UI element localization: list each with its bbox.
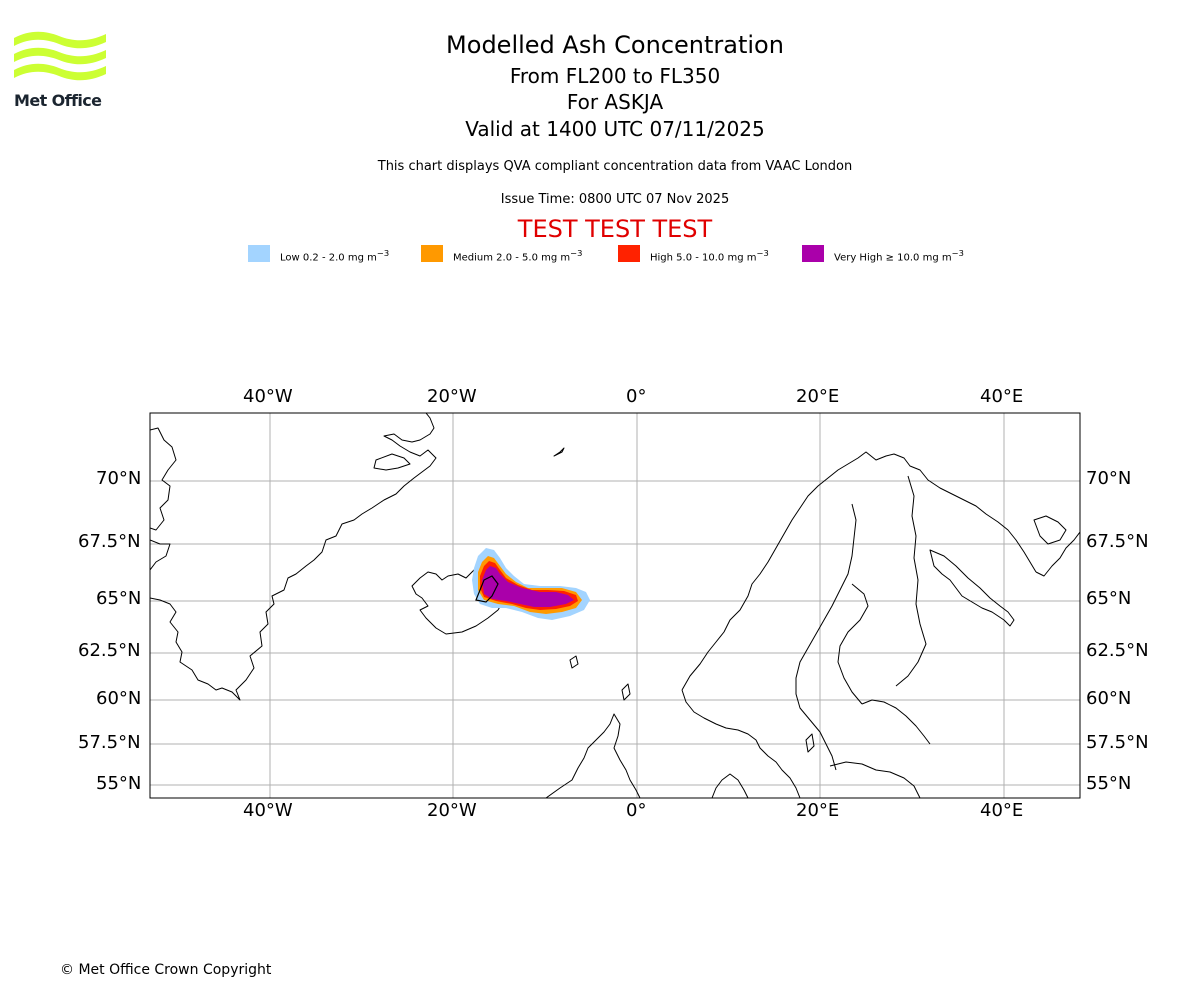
norway-south — [681, 689, 801, 798]
lon-tick-top: 0° — [626, 386, 647, 407]
volcano-name: For ASKJA — [566, 90, 664, 114]
met-office-logo: Met Office — [14, 30, 109, 112]
gridlines — [150, 413, 1080, 798]
uk-coast — [545, 713, 641, 798]
lat-tick-right: 67.5°N — [1086, 531, 1149, 552]
finland-coast — [861, 699, 931, 745]
lon-tick-top: 40°W — [243, 386, 293, 407]
lat-tick-left: 65°N — [96, 588, 142, 609]
greenland-fjord — [373, 453, 411, 471]
russia-coast-2 — [1033, 515, 1067, 545]
faroe-islands — [569, 655, 579, 669]
lon-tick-top: 40°E — [980, 386, 1024, 407]
legend-swatch-medium — [421, 245, 443, 262]
chart-title: Modelled Ash Concentration — [446, 31, 784, 59]
lon-tick-bottom: 40°W — [243, 800, 293, 821]
legend-swatch-low — [248, 245, 270, 262]
baltic-states — [829, 761, 921, 798]
legend-label-very-high: Very High ≥ 10.0 mg m−3 — [834, 248, 964, 264]
sweden-coast — [795, 503, 857, 771]
coastlines — [150, 413, 1080, 798]
lat-tick-left: 70°N — [96, 468, 142, 489]
flight-levels: From FL200 to FL350 — [509, 64, 721, 88]
finland-border — [895, 475, 927, 687]
gulf-of-bothnia — [837, 583, 869, 705]
chart-description: This chart displays QVA compliant concen… — [377, 159, 853, 174]
lon-tick-bottom: 40°E — [980, 800, 1024, 821]
legend-label-medium: Medium 2.0 - 5.0 mg m−3 — [453, 248, 583, 264]
ash-very-high — [482, 566, 574, 607]
lon-tick-top: 20°W — [427, 386, 477, 407]
valid-time: Valid at 1400 UTC 07/11/2025 — [465, 117, 765, 141]
legend-label-high: High 5.0 - 10.0 mg m−3 — [650, 248, 769, 264]
lat-tick-left: 57.5°N — [78, 732, 141, 753]
lat-tick-left: 55°N — [96, 773, 142, 794]
issue-time: Issue Time: 0800 UTC 07 Nov 2025 — [500, 192, 730, 207]
russia-coast — [1035, 531, 1080, 577]
lon-tick-bottom: 20°W — [427, 800, 477, 821]
lat-tick-left: 60°N — [96, 688, 142, 709]
legend-label-low: Low 0.2 - 2.0 mg m−3 — [280, 248, 390, 264]
lat-tick-right: 65°N — [1086, 588, 1132, 609]
lon-tick-top: 20°E — [796, 386, 840, 407]
lat-tick-right: 55°N — [1086, 773, 1132, 794]
test-banner: TEST TEST TEST — [517, 215, 713, 243]
legend-swatch-very-high — [802, 245, 824, 262]
legend-swatch-high — [618, 245, 640, 262]
greenland-coast — [150, 413, 437, 701]
map-frame — [149, 412, 1081, 799]
lat-tick-right: 60°N — [1086, 688, 1132, 709]
met-office-wave-icon — [14, 31, 106, 81]
lat-tick-right: 70°N — [1086, 468, 1132, 489]
lat-tick-left: 62.5°N — [78, 640, 141, 661]
legend: Low 0.2 - 2.0 mg m−3 Medium 2.0 - 5.0 mg… — [0, 244, 1200, 264]
norway-coast — [681, 451, 1037, 691]
denmark-coast — [711, 773, 749, 798]
lat-tick-left: 67.5°N — [78, 531, 141, 552]
gotland — [805, 733, 815, 753]
kola-coast — [929, 549, 1015, 627]
lat-tick-right: 62.5°N — [1086, 640, 1149, 661]
logo-text: Met Office — [14, 91, 102, 110]
map-content — [150, 413, 1080, 798]
lat-tick-right: 57.5°N — [1086, 732, 1149, 753]
shetland — [621, 683, 631, 701]
jan-mayen — [553, 447, 565, 457]
lon-tick-bottom: 20°E — [796, 800, 840, 821]
iceland-ash-outline — [475, 575, 499, 603]
lon-tick-bottom: 0° — [626, 800, 647, 821]
ash-plume — [472, 548, 590, 620]
copyright-footer: © Met Office Crown Copyright — [60, 962, 272, 978]
